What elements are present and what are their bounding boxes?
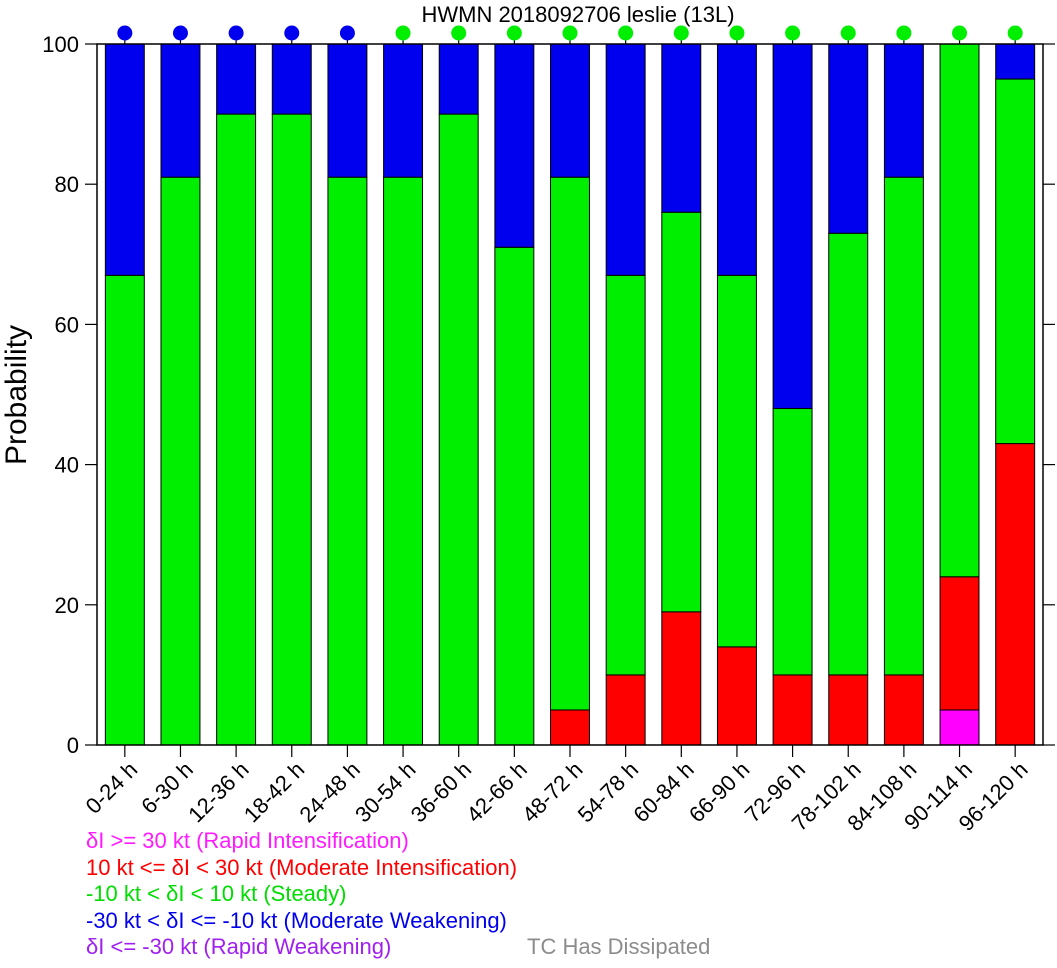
top-marker-dot [506, 25, 522, 41]
bar-segment-moderate-intensification [550, 709, 590, 746]
top-marker-dot [1007, 25, 1023, 41]
bar-segment-moderate-weakening [327, 43, 368, 178]
bar-segment-steady [605, 274, 646, 676]
top-marker-dot [562, 25, 578, 41]
top-markers [117, 25, 1023, 41]
top-marker-dot [618, 25, 634, 41]
bar-segment-moderate-intensification [995, 443, 1036, 746]
y-axis: 0 20 40 60 80 100 [42, 32, 1055, 758]
bar-segment-rapid-intensification [939, 709, 980, 746]
top-marker-dot [785, 25, 801, 41]
x-tick-label: 66-90 h [684, 757, 754, 827]
top-marker-dot [673, 25, 689, 41]
bar-segment-steady [438, 113, 479, 746]
bar-segment-moderate-weakening [383, 43, 424, 178]
top-marker-dot [117, 25, 133, 41]
bar-segment-moderate-weakening [716, 43, 757, 276]
bar-segment-steady [216, 113, 257, 746]
bar-segment-steady [772, 408, 813, 676]
x-tick-label: 0-24 h [81, 757, 143, 819]
x-tick-label: 54-78 h [573, 757, 643, 827]
bar-segment-moderate-weakening [271, 43, 312, 115]
bar-segment-moderate-intensification [828, 674, 869, 746]
legend-steady: -10 kt < δI < 10 kt (Steady) [86, 881, 347, 906]
bar-segment-moderate-intensification [661, 611, 702, 746]
bar-segment-steady [550, 176, 590, 711]
bar-segment-moderate-intensification [772, 674, 813, 746]
x-tick-label: 24-48 h [295, 757, 365, 827]
x-tick-label: 48-72 h [517, 757, 587, 827]
bar-segment-moderate-weakening [772, 43, 813, 410]
bar-segment-moderate-weakening [661, 43, 702, 213]
legend-rapid-weakening: δI <= -30 kt (Rapid Weakening) [86, 934, 392, 959]
x-tick-label: 36-60 h [406, 757, 476, 827]
bar-segment-moderate-intensification [939, 576, 980, 711]
bar-segment-steady [939, 43, 980, 578]
top-marker-dot [172, 25, 188, 41]
top-marker-dot [840, 25, 856, 41]
y-axis-label: Probability [0, 325, 33, 465]
y-tick-label: 20 [55, 593, 79, 618]
bar-segment-moderate-weakening [104, 43, 145, 276]
x-tick-label: 42-66 h [461, 757, 531, 827]
x-tick-label: 60-84 h [628, 757, 698, 827]
bar-segment-moderate-weakening [883, 43, 924, 178]
bar-segment-steady [160, 176, 201, 746]
legend-rapid-intensification: δI >= 30 kt (Rapid Intensification) [86, 828, 409, 853]
bar-segment-steady [828, 232, 869, 676]
legend-moderate-weakening: -30 kt < δI <= -10 kt (Moderate Weakenin… [86, 907, 507, 933]
legend-moderate-intensification: 10 kt <= δI < 30 kt (Moderate Intensific… [86, 854, 518, 880]
bar-segment-steady [104, 274, 145, 746]
bar-segment-moderate-weakening [438, 43, 479, 115]
y-tick-label: 0 [67, 733, 79, 758]
bar-segment-moderate-intensification [883, 674, 924, 746]
top-marker-dot [228, 25, 244, 41]
chart-title: HWMN 2018092706 leslie (13L) [421, 2, 734, 27]
y-tick-label: 80 [55, 172, 79, 197]
bar-segment-steady [995, 78, 1036, 445]
y-tick-label: 100 [42, 32, 79, 57]
top-marker-dot [896, 25, 912, 41]
bar-segment-moderate-weakening [605, 43, 646, 276]
x-tick-label: 30-54 h [350, 757, 420, 827]
bar-segment-moderate-weakening [160, 43, 201, 178]
bar-segment-steady [661, 211, 702, 613]
x-tick-label: 12-36 h [183, 757, 253, 827]
bar-segment-moderate-intensification [605, 674, 646, 746]
y-tick-label: 60 [55, 312, 79, 337]
top-marker-dot [395, 25, 411, 41]
bar-segment-steady [716, 274, 757, 648]
bar-segment-steady [883, 176, 924, 676]
top-marker-dot [284, 25, 300, 41]
top-marker-dot [952, 25, 968, 41]
bar-segment-steady [494, 246, 535, 746]
bar-segment-moderate-weakening [995, 43, 1036, 80]
top-marker-dot [729, 25, 745, 41]
bars-layer [104, 43, 1036, 746]
bar-segment-moderate-weakening [828, 43, 869, 234]
bar-segment-moderate-intensification [716, 646, 757, 746]
legend: δI >= 30 kt (Rapid Intensification) 10 k… [86, 828, 1046, 961]
bar-segment-moderate-weakening [494, 43, 535, 248]
bar-segment-moderate-weakening [550, 43, 590, 178]
bar-segment-steady [271, 113, 312, 746]
bar-segment-moderate-weakening [216, 43, 257, 115]
y-tick-label: 40 [55, 453, 79, 478]
top-marker-dot [339, 25, 355, 41]
bar-segment-steady [383, 176, 424, 746]
top-marker-dot [451, 25, 467, 41]
x-tick-label: 18-42 h [239, 757, 309, 827]
legend-tc-dissipated: TC Has Dissipated [527, 934, 711, 959]
bar-segment-steady [327, 176, 368, 746]
